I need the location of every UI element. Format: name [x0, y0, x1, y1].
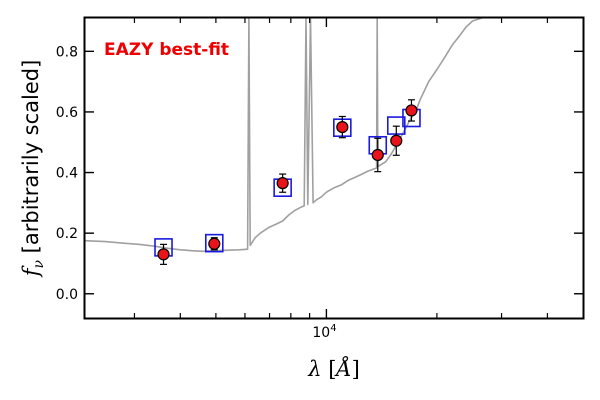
x-axis-title: λ [Å]	[307, 356, 360, 381]
annotation-label: EAZY best-fit	[104, 40, 229, 60]
y-tick-label: 0.2	[56, 226, 78, 242]
observed-point	[390, 134, 403, 147]
observed-point	[405, 104, 418, 117]
observed-point	[157, 248, 170, 261]
y-tick-label: 0.6	[56, 105, 78, 121]
y-tick-label: 0.4	[56, 166, 78, 182]
x-ticks: 104	[133, 18, 549, 341]
y-axis-label: fν [arbitrarily scaled]	[19, 60, 47, 279]
x-tick-label: 104	[312, 323, 336, 341]
y-tick-label: 0.8	[56, 44, 78, 60]
plot-frame	[83, 16, 585, 320]
y-axis-title: fν [arbitrarily scaled]	[19, 60, 47, 279]
y-tick-label: 0.0	[56, 287, 78, 303]
observed-point	[371, 148, 384, 162]
data-points-layer	[154, 99, 421, 265]
observed-point	[276, 177, 289, 190]
observed-point	[208, 237, 221, 250]
x-axis-label: λ [Å]	[307, 356, 360, 381]
y-ticks: 0.0 0.2 0.4 0.6 0.8	[56, 44, 583, 303]
observed-point	[336, 120, 349, 134]
model-photometry-square	[204, 233, 224, 253]
